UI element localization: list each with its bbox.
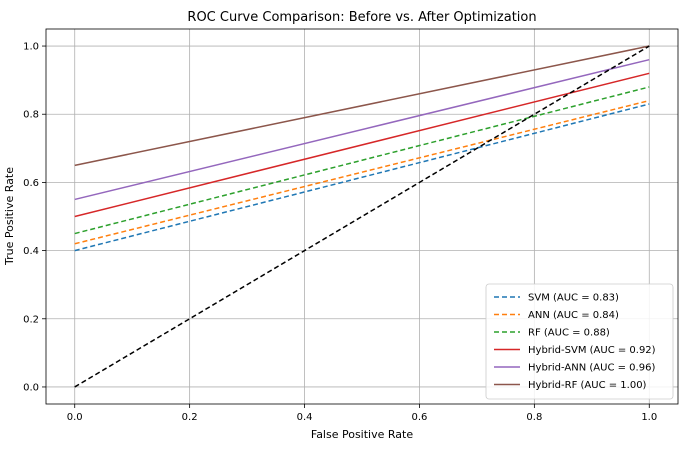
legend-label: Hybrid-RF (AUC = 1.00) <box>528 380 647 391</box>
legend: SVM (AUC = 0.83) ANN (AUC = 0.84) RF (AUC … <box>485 283 674 400</box>
x-axis-label: False Positive Rate <box>311 428 413 441</box>
series-line <box>74 99 650 245</box>
x-tick-label: 0.8 <box>526 412 542 423</box>
reference-diagonal-line <box>74 45 650 388</box>
y-tick-label: 0.6 <box>23 178 39 189</box>
grid-lines <box>46 29 678 404</box>
axes: 0.0 0.2 0.4 0.6 0.8 1.0 0.0 0.2 0.4 0.6 0.8 1.0 <box>23 28 679 423</box>
chart-title: ROC Curve Comparison: Before vs. After O… <box>187 10 536 25</box>
legend-label: RF (AUC = 0.88) <box>528 328 610 339</box>
legend-label: Hybrid-ANN (AUC = 0.96) <box>528 363 655 374</box>
y-tick-label: 1.0 <box>23 42 39 53</box>
legend-label: Hybrid-SVM (AUC = 0.92) <box>528 345 656 356</box>
legend-box <box>485 283 674 400</box>
series-line <box>74 45 650 167</box>
x-tick-label: 0.4 <box>297 412 313 423</box>
series-line <box>74 86 650 235</box>
legend-label: SVM (AUC = 0.83) <box>528 293 619 304</box>
plot-frame <box>45 28 679 405</box>
series-lines <box>74 45 650 388</box>
y-tick-label: 0.4 <box>23 246 39 257</box>
x-tick-label: 0.6 <box>412 412 428 423</box>
x-tick-label: 1.0 <box>641 412 657 423</box>
series-line <box>74 72 650 218</box>
x-tick-label: 0.2 <box>182 412 198 423</box>
series-line <box>74 58 650 201</box>
series-line <box>74 103 650 252</box>
y-axis-label: True Positive Rate <box>3 167 16 266</box>
y-tick-label: 0.8 <box>23 110 39 121</box>
y-tick-label: 0.2 <box>23 314 39 325</box>
x-tick-label: 0.0 <box>67 412 83 423</box>
y-tick-label: 0.0 <box>23 382 39 393</box>
legend-label: ANN (AUC = 0.84) <box>528 310 619 321</box>
